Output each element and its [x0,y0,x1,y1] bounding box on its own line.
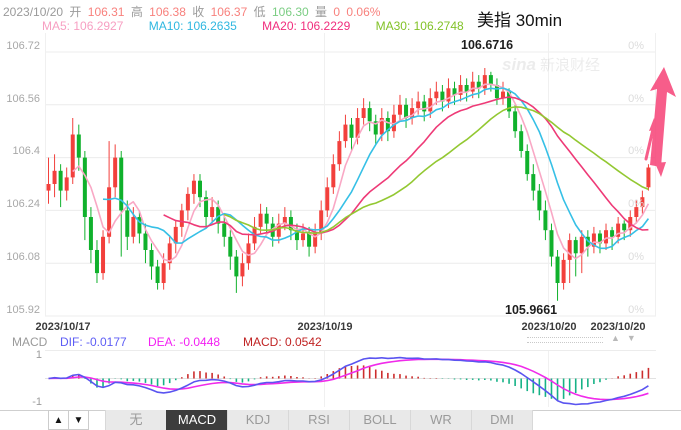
ma10-value: MA10: 106.2635 [148,19,237,33]
tab-wr[interactable]: WR [410,410,471,430]
open-value: 106.31 [87,5,125,19]
tab-rsi[interactable]: RSI [288,410,349,430]
pager-down-icon[interactable]: ▼ [626,333,636,343]
change-percent: 0.06% [346,5,381,19]
y-axis-label: 106.72 [6,40,40,52]
scale-down-button[interactable]: ▼ [68,410,89,430]
ma30-value: MA30: 106.2748 [375,19,464,33]
low-label: 低 [253,5,266,19]
right-axis-label: 0% [628,304,644,316]
tab-dmi[interactable]: DMI [471,410,532,430]
high-annotation: 106.6716 [461,38,514,52]
x-axis-label: 2023/10/20 [590,321,646,333]
close-value: 106.37 [210,5,248,19]
watermark-brand: sina [502,55,537,74]
tab-kdj[interactable]: KDJ [227,410,288,430]
tab-macd[interactable]: MACD [166,410,227,430]
macd-dif-value: DIF: -0.0177 [60,335,127,349]
x-axis-label: 2023/10/17 [35,321,91,333]
macd-axis-max: 1 [35,349,42,361]
trend-arrow-annotation [644,67,676,177]
macd-panel-label: MACD [12,335,48,349]
low-annotation: 105.9661 [505,303,558,317]
sina-watermark: sina 新浪财经 [502,54,600,75]
x-axis-label: 2023/10/19 [297,321,353,333]
low-value: 106.30 [271,5,309,19]
indicator-tabs: 无 MACD KDJ RSI BOLL WR DMI [105,410,533,430]
x-axis-label: 2023/10/20 [521,321,577,333]
y-axis-label: 106.24 [6,198,40,210]
ma20-value: MA20: 106.2229 [262,19,351,33]
high-label: 高 [130,5,143,19]
y-axis-label: 105.92 [6,304,40,316]
macd-axis-min: -1 [32,396,42,408]
chart-range-scrollbar[interactable] [527,337,603,343]
right-axis-label: 0% [628,198,644,210]
chart-pager[interactable]: ▲ ▼ [611,333,643,343]
volume-value: 0 [333,5,341,19]
right-axis-label: 0% [628,40,644,52]
ohlc-header: 2023/10/20 开 106.31 高 106.38 收 106.37 低 … [3,3,383,20]
pager-up-icon[interactable]: ▲ [611,333,620,343]
right-axis-label: 0% [628,145,644,157]
volume-label: 量 [315,5,328,19]
header-date: 2023/10/20 [3,5,64,19]
right-axis-label: 0% [628,251,644,263]
scale-up-button[interactable]: ▲ [48,410,69,430]
tab-boll[interactable]: BOLL [349,410,410,430]
y-axis-label: 106.56 [6,93,40,105]
close-label: 收 [192,5,205,19]
y-axis-label: 106.4 [12,145,40,157]
chart-title: 美指 30min [477,11,563,30]
macd-hist-value: MACD: 0.0542 [243,335,322,349]
right-axis-label: 0% [628,93,644,105]
ma-header: MA5: 106.2927 MA10: 106.2635 MA20: 106.2… [42,19,486,33]
macd-dea-value: DEA: -0.0448 [148,335,221,349]
open-label: 开 [69,5,82,19]
y-axis-label: 106.08 [6,251,40,263]
tab-none[interactable]: 无 [105,410,166,430]
ma5-value: MA5: 106.2927 [42,19,124,33]
indicator-toolbar: ▲ ▼ 无 MACD KDJ RSI BOLL WR DMI [0,410,681,430]
high-value: 106.38 [149,5,186,19]
watermark-name: 新浪财经 [540,57,601,74]
